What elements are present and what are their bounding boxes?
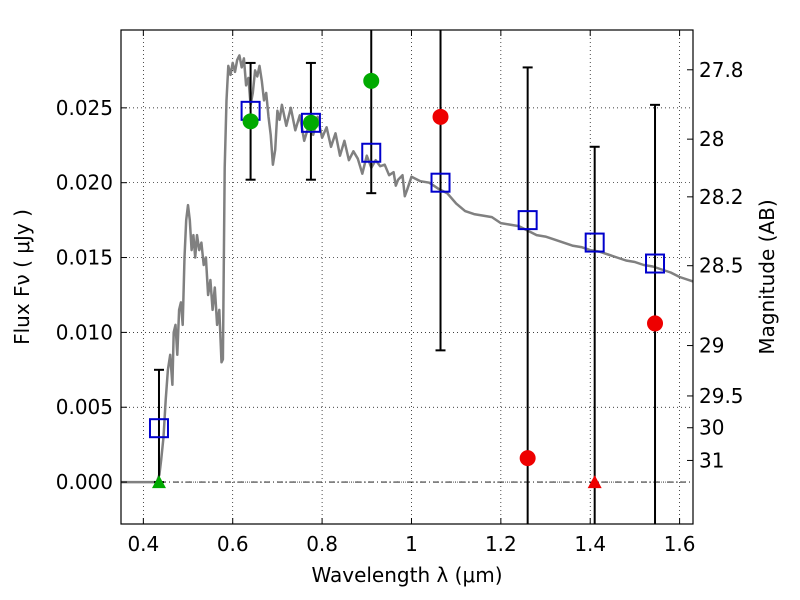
- right-tick-label: 29.5: [699, 384, 744, 408]
- x-tick-label: 0.8: [306, 532, 338, 556]
- x-tick-label: 1.2: [485, 532, 517, 556]
- template-spectrum-line: [121, 54, 693, 484]
- axis-ticks: 0.4 0.6 0.8 1 1.2 1.4 1.6 0.000 0.005 0.010 0.015 0…: [56, 30, 744, 556]
- right-tick-label: 28: [699, 127, 724, 151]
- model-point: [517, 210, 538, 231]
- right-axis-label: Magnitude (AB): [755, 199, 779, 354]
- y-tick-label: 0.015: [56, 246, 113, 270]
- right-tick-label: 28.2: [699, 185, 744, 209]
- upper-limit-triangle: [151, 475, 166, 489]
- y-tick-label: 0.000: [56, 470, 113, 494]
- right-tick-label: 30: [699, 416, 724, 440]
- right-tick-label: 28.5: [699, 254, 744, 278]
- model-point: [584, 232, 605, 253]
- model-point: [361, 142, 382, 163]
- upper-limit-triangle: [587, 475, 602, 489]
- y-axis-label: Flux Fν ( μJy ): [10, 209, 34, 345]
- model-point: [148, 418, 169, 439]
- green-point: [302, 114, 319, 131]
- x-tick-label: 0.4: [127, 532, 159, 556]
- model-point: [300, 112, 321, 133]
- red-point: [432, 108, 449, 125]
- plot-frame: [120, 29, 694, 525]
- x-tick-label: 0.6: [217, 532, 249, 556]
- y-tick-label: 0.005: [56, 395, 113, 419]
- x-tick-label: 1.6: [664, 532, 696, 556]
- right-tick-label: 29: [699, 334, 724, 358]
- model-point: [645, 253, 666, 274]
- plot-area: [121, 30, 693, 524]
- y-tick-label: 0.020: [56, 171, 113, 195]
- green-point: [242, 113, 259, 130]
- red-point: [647, 315, 664, 332]
- green-point: [363, 72, 380, 89]
- red-point: [519, 450, 536, 467]
- x-tick-label: 1.4: [574, 532, 606, 556]
- y-tick-label: 0.025: [56, 96, 113, 120]
- right-tick-label: 27.8: [699, 58, 744, 82]
- model-point: [430, 172, 451, 193]
- x-axis-label: Wavelength λ (μm): [311, 563, 502, 587]
- right-tick-label: 31: [699, 448, 724, 472]
- x-tick-label: 1: [405, 532, 418, 556]
- y-tick-label: 0.010: [56, 320, 113, 344]
